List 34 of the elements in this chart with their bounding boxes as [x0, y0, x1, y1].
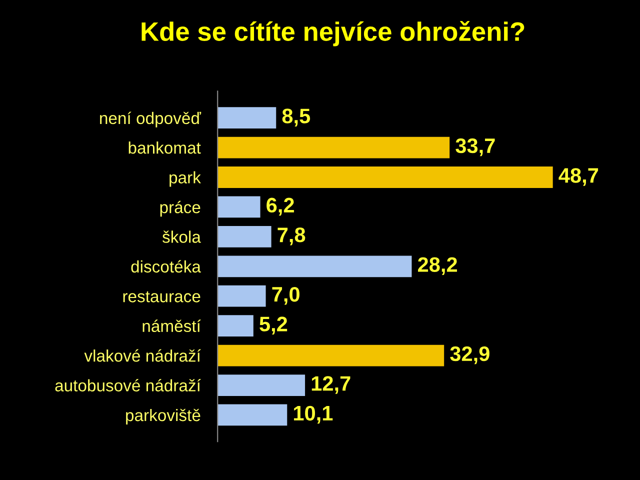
y-tick-label: park [170, 171, 201, 187]
y-tick-label: práce [160, 200, 200, 217]
bar [218, 107, 276, 129]
data-label: 6,2 [266, 198, 294, 216]
y-tick-label: discotéka [131, 260, 201, 273]
data-label: 12,7 [312, 376, 350, 394]
y-tick-label: bankomat [128, 142, 201, 154]
y-tick-label: parkoviště [126, 408, 200, 424]
y-tick-label: autobusové nádraží [55, 379, 201, 392]
bar [218, 374, 306, 396]
y-tick-label: není odpověď [100, 112, 202, 128]
bar [218, 196, 260, 218]
bar [218, 404, 288, 426]
bar [218, 285, 266, 307]
y-tick-label: restaurace [123, 291, 200, 302]
data-label: 48,7 [558, 168, 598, 186]
bar [218, 136, 450, 158]
bar [218, 166, 553, 188]
data-label: 7,0 [272, 286, 300, 305]
bar [218, 344, 444, 366]
bar [218, 256, 412, 278]
data-label: 5,2 [260, 316, 288, 334]
bar [218, 315, 254, 337]
data-label: 28,2 [418, 257, 457, 276]
data-label: 7,8 [278, 228, 306, 246]
data-label: 8,5 [282, 108, 310, 126]
bar [218, 226, 272, 248]
y-tick-label: vlakové nádraží [84, 349, 201, 362]
data-label: 10,1 [294, 406, 333, 424]
chart-title: Kde se cítíte nejvíce ohroženi? [142, 21, 524, 46]
data-label: 33,7 [456, 138, 495, 156]
y-tick-label: škola [162, 230, 201, 243]
data-label: 32,9 [450, 346, 490, 364]
y-tick-label: náměstí [142, 320, 201, 332]
